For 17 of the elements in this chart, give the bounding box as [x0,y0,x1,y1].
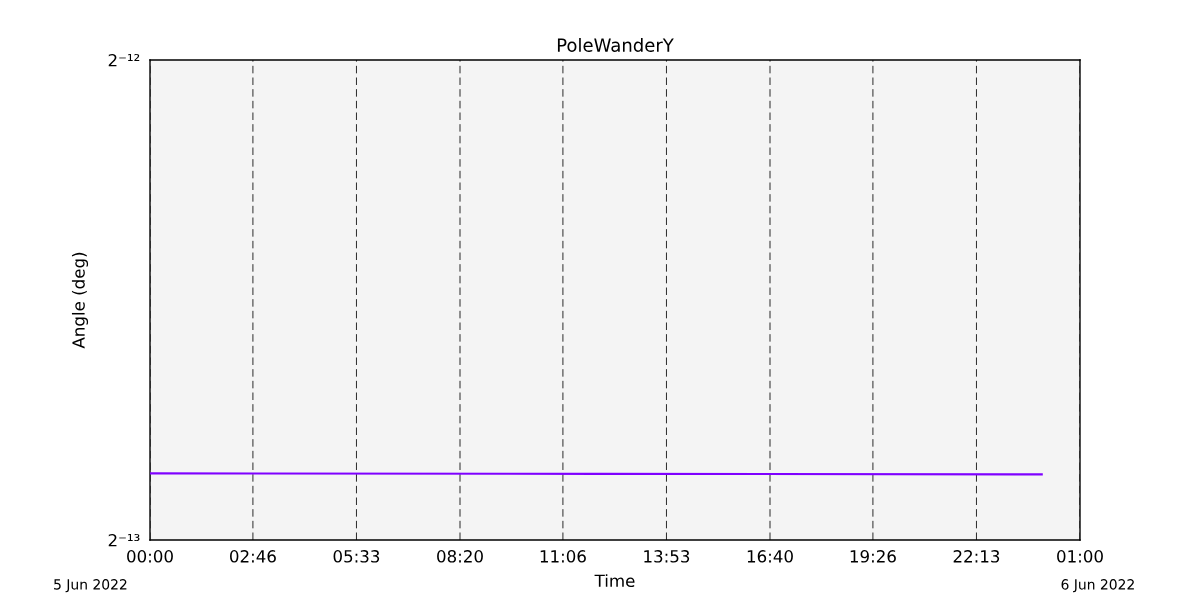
y-tick-label: 2⁻¹³ [108,533,140,547]
x-tick-label: 11:06 [540,550,586,563]
chart-title: PoleWanderY [557,37,674,52]
x-tick-label: 02:46 [230,550,276,563]
x-tick-label: 13:53 [644,550,690,563]
x-tick-label: 00:00 [127,550,173,563]
y-tick-label: 2⁻¹² [108,53,140,67]
x-tick-label: 05:33 [333,550,380,563]
text: 6 Jun 2022 [1061,579,1134,593]
x-axis-title: Time [594,574,635,588]
x-tick-label: 01:00 [1057,550,1103,563]
y-axis-title: Angle (deg) [71,252,89,349]
text: 5 Jun 2022 [54,579,127,593]
x-tick-label: 19:26 [850,550,896,563]
x-tick-label: 22:13 [953,550,1000,563]
x-tick-label: 08:20 [437,550,483,563]
x-tick-label: 16:40 [747,550,793,563]
